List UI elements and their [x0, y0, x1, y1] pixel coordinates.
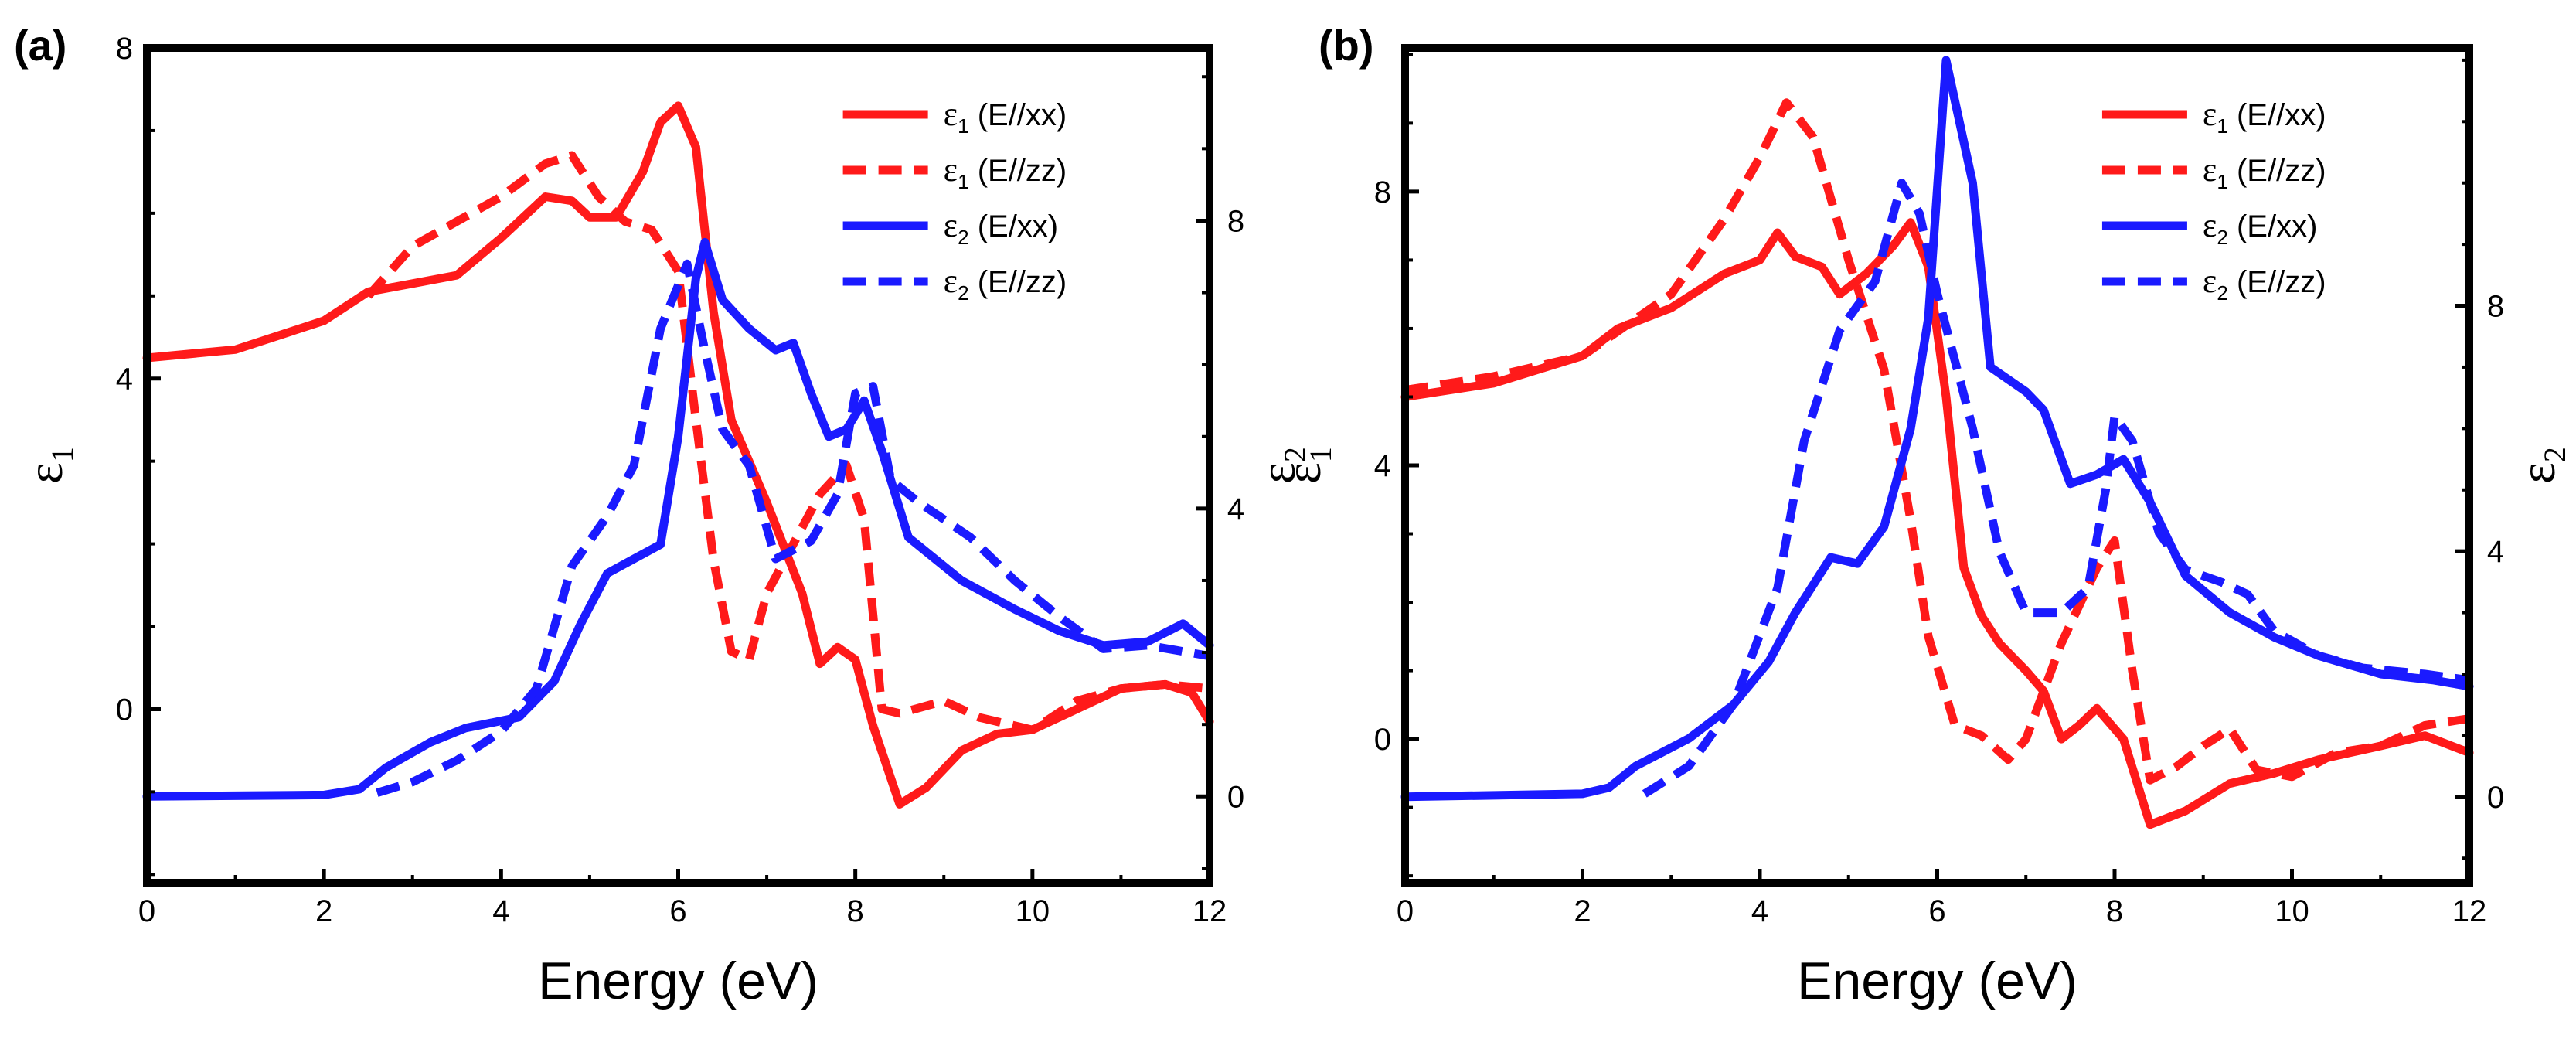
legend-label-subscript: 1 [958, 114, 968, 138]
y-right-axis-title: ε2 [2510, 447, 2572, 484]
series-line-3 [1400, 56, 2474, 802]
y-right-tick-label: 0 [1227, 780, 1244, 814]
panel-label: (a) [14, 21, 66, 70]
y-left-axis-title-symbol: ε [17, 462, 73, 484]
legend-label-subscript: 2 [958, 281, 968, 305]
legend-label-text: (E//zz) [969, 154, 1067, 188]
y-right-tick-label: 8 [2487, 290, 2504, 324]
y-right-tick-label: 4 [1227, 492, 1244, 526]
legend-label-text: (E/xx) [969, 209, 1059, 243]
y-right-tick-label: 0 [2487, 781, 2504, 815]
legend-label-symbol: ε [2203, 206, 2217, 244]
y-right-axis-title-symbol: ε [1250, 462, 1306, 484]
y-right-axis-title-subscript: 2 [2537, 447, 2572, 462]
legend-label: ε1 (E//xx) [2203, 95, 2326, 138]
y-right-tick-label: 8 [1227, 204, 1244, 238]
legend-label-text: (E//zz) [969, 265, 1067, 299]
y-left-tick-label: 0 [116, 693, 133, 727]
legend-label-symbol: ε [2203, 151, 2217, 189]
panel-label: (b) [1319, 21, 1374, 70]
legend-label-symbol: ε [944, 206, 958, 244]
x-tick-label: 4 [1751, 894, 1768, 928]
x-tick-label: 4 [492, 894, 509, 928]
series-group [142, 101, 1214, 809]
y-left-tick-label: 4 [1374, 449, 1391, 483]
legend: ε1 (E//xx)ε1 (E//zz)ε2 (E/xx)ε2 (E//zz) [842, 95, 1067, 305]
legend-label-subscript: 2 [2217, 281, 2227, 305]
legend-label: ε2 (E//zz) [2203, 262, 2326, 305]
series-line-4 [376, 259, 1210, 797]
legend-label-subscript: 1 [2217, 114, 2227, 138]
x-tick-label: 8 [2106, 894, 2123, 928]
x-tick-label: 10 [2275, 894, 2309, 928]
y-right-axis-title-symbol: ε [2510, 462, 2566, 484]
legend-label-text: (E//xx) [2228, 98, 2326, 132]
x-axis-title: Energy (eV) [1797, 952, 2077, 1010]
legend-label-symbol: ε [944, 262, 958, 300]
legend-label: ε2 (E//zz) [944, 262, 1067, 305]
x-tick-label: 2 [1574, 894, 1591, 928]
y-right-tick-label: 4 [2487, 535, 2504, 569]
x-tick-label: 6 [669, 894, 686, 928]
x-tick-label: 2 [315, 894, 332, 928]
y-left-axis-title: ε1 [1275, 447, 1338, 484]
legend-label: ε1 (E//zz) [944, 151, 1067, 193]
legend-label-subscript: 2 [958, 226, 968, 249]
y-left-tick-label: 8 [1374, 175, 1391, 209]
legend-label-symbol: ε [944, 151, 958, 189]
x-tick-label: 0 [138, 894, 155, 928]
legend-label-symbol: ε [944, 95, 958, 133]
y-right-axis-title: ε2 [1250, 447, 1312, 484]
legend-label-text: (E/xx) [2228, 209, 2318, 243]
series-group [1400, 56, 2474, 829]
y-left-axis-title: ε1 [17, 447, 80, 484]
legend-label-text: (E//zz) [2228, 265, 2326, 299]
legend-label: ε1 (E//zz) [2203, 151, 2326, 193]
x-axis-title: Energy (eV) [538, 952, 818, 1010]
y-left-axis-title-subscript: 1 [45, 447, 80, 462]
legend-label-subscript: 1 [2217, 170, 2227, 193]
series-line-1 [1400, 218, 2474, 829]
y-left-tick-label: 8 [116, 32, 133, 66]
x-tick-label: 12 [2452, 894, 2487, 928]
legend-label-symbol: ε [2203, 262, 2217, 300]
series-line-4 [1642, 179, 2470, 798]
y-left-tick-label: 4 [116, 363, 133, 397]
x-tick-label: 0 [1397, 894, 1414, 928]
x-tick-label: 6 [1928, 894, 1945, 928]
legend-label: ε2 (E/xx) [944, 206, 1059, 249]
y-left-tick-label: 0 [1374, 723, 1391, 757]
legend-label: ε2 (E/xx) [2203, 206, 2318, 249]
series-line-3 [142, 237, 1214, 801]
legend-label-symbol: ε [2203, 95, 2217, 133]
x-tick-label: 8 [847, 894, 864, 928]
legend: ε1 (E//xx)ε1 (E//zz)ε2 (E/xx)ε2 (E//zz) [2101, 95, 2326, 305]
x-tick-label: 12 [1193, 894, 1227, 928]
legend-label-subscript: 2 [2217, 226, 2227, 249]
x-tick-label: 10 [1016, 894, 1050, 928]
series-line-2 [1404, 98, 2470, 785]
legend-label-subscript: 1 [958, 170, 968, 193]
legend-label: ε1 (E//xx) [944, 95, 1067, 138]
y-left-axis-title-subscript: 1 [1303, 447, 1338, 462]
y-left-axis-title-symbol: ε [1275, 462, 1332, 484]
legend-label-text: (E//xx) [969, 98, 1067, 132]
y-right-axis-title-subscript: 2 [1278, 447, 1312, 462]
legend-label-text: (E//zz) [2228, 154, 2326, 188]
